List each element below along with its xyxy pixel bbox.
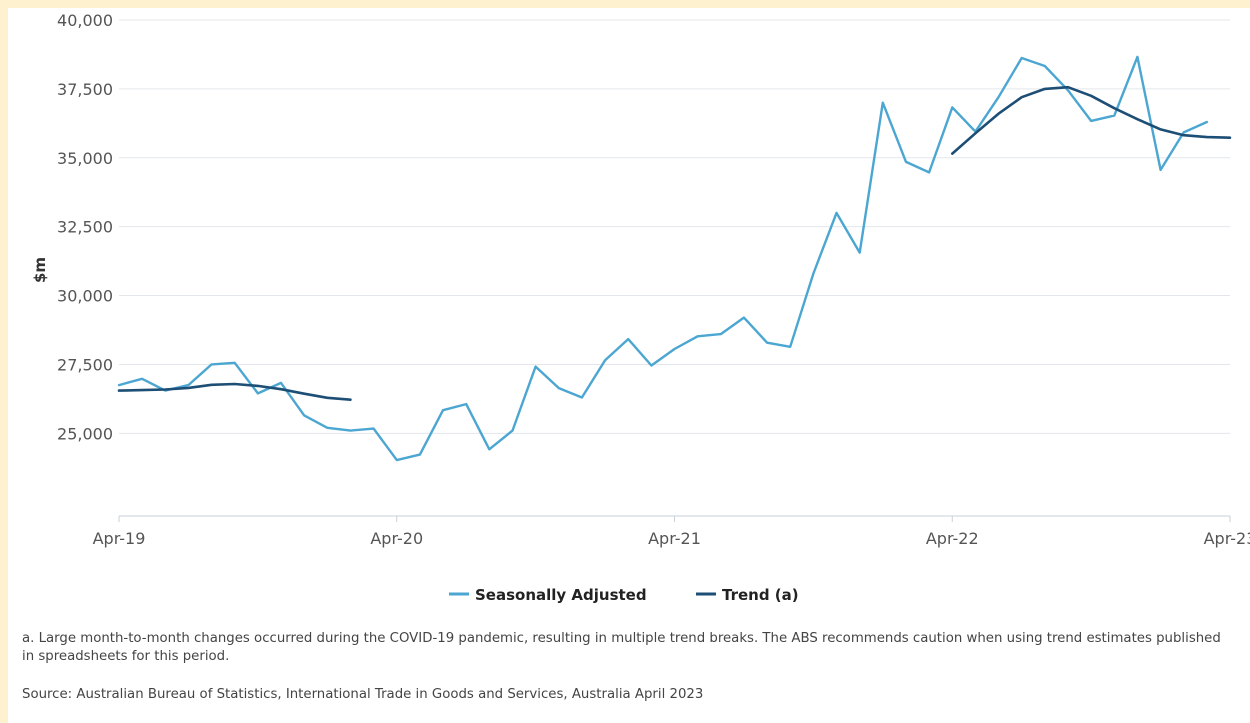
- y-axis-ticks: 25,000 27,500 30,000 32,500 35,000 37,500 40,0…: [57, 11, 113, 443]
- line-chart: 25,000 27,500 30,000 32,500 35,000 37,500 40,0…: [31, 11, 1250, 604]
- legend-item-seasonally-adjusted[interactable]: Seasonally Adjusted: [449, 586, 647, 604]
- x-tick-label: Apr-20: [370, 529, 423, 548]
- series-line-trend-a: [951, 85, 1232, 155]
- series-line-seasonally-adjusted: [117, 55, 1209, 462]
- source-note: Source: Australian Bureau of Statistics,…: [22, 687, 704, 702]
- x-tick-label: Apr-23: [1204, 529, 1250, 548]
- x-tick-label: Apr-21: [648, 529, 701, 548]
- y-tick-label: 25,000: [57, 424, 113, 443]
- y-tick-label: 32,500: [57, 218, 113, 237]
- legend-item-trend[interactable]: Trend (a): [696, 586, 799, 604]
- x-axis-ticks: Apr-19 Apr-20 Apr-21 Apr-22 Apr-23: [93, 516, 1250, 548]
- gridlines: [119, 19, 1230, 434]
- legend: Seasonally Adjusted Trend (a): [449, 586, 799, 604]
- y-axis-label: $m: [31, 257, 49, 283]
- x-tick-label: Apr-22: [926, 529, 979, 548]
- series-line-trend-a: [117, 382, 352, 401]
- y-tick-label: 37,500: [57, 80, 113, 99]
- y-tick-label: 40,000: [57, 11, 113, 30]
- y-tick-label: 27,500: [57, 355, 113, 374]
- x-tick-label: Apr-19: [93, 529, 146, 548]
- y-tick-label: 30,000: [57, 287, 113, 306]
- footnote: a. Large month-to-month changes occurred…: [22, 631, 1221, 664]
- chart-panel: 25,000 27,500 30,000 32,500 35,000 37,500 40,0…: [8, 8, 1250, 723]
- legend-label-seasonally-adjusted: Seasonally Adjusted: [475, 586, 647, 604]
- series-lines: [117, 55, 1232, 462]
- legend-label-trend: Trend (a): [722, 586, 799, 604]
- y-tick-label: 35,000: [57, 149, 113, 168]
